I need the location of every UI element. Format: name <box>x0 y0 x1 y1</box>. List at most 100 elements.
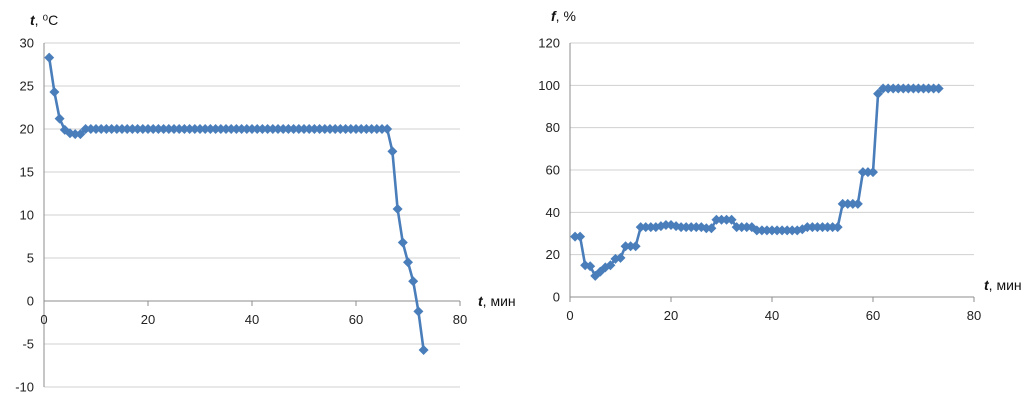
data-point <box>691 222 702 233</box>
chart-1: -10 -5 0 5 10 15 20 25 30 0 20 40 60 80 t, ⁰C t, мин <box>15 12 515 395</box>
data-point <box>832 222 843 233</box>
x-axis-label: t, мин <box>984 277 1022 293</box>
data-point <box>883 83 894 94</box>
data-point <box>716 214 727 225</box>
data-point <box>615 252 626 263</box>
data-point <box>787 225 798 236</box>
data-point <box>345 124 356 134</box>
data-point <box>70 129 81 140</box>
data-point <box>226 124 237 134</box>
data-point <box>158 124 169 134</box>
data-point <box>44 52 55 63</box>
data-point <box>314 124 325 134</box>
data-point <box>221 124 231 134</box>
data-point <box>356 124 367 134</box>
data-point <box>847 198 858 209</box>
data-point <box>873 88 884 99</box>
y-tick-label: 20 <box>546 247 560 262</box>
data-point <box>842 198 853 209</box>
data-point <box>817 222 828 233</box>
data-point <box>625 241 636 252</box>
x-tick-label: 0 <box>40 312 47 327</box>
chart-2: 0 20 40 60 80 100 120 0 20 40 60 80 f, % t, мин <box>538 8 1021 323</box>
data-point <box>585 261 596 272</box>
data-point <box>361 124 372 134</box>
data-point <box>923 83 934 94</box>
data-point <box>117 124 127 134</box>
y-tick-label: 30 <box>20 36 34 51</box>
y-tick-label: 80 <box>546 120 560 135</box>
data-point <box>205 124 216 134</box>
y-tick-label: -5 <box>22 337 34 352</box>
data-point <box>731 222 742 233</box>
data-point <box>299 124 309 134</box>
data-point <box>570 231 581 242</box>
y-tick-label: 0 <box>553 290 560 305</box>
data-point <box>575 231 586 242</box>
data-point <box>257 124 268 134</box>
data-point <box>163 124 174 134</box>
data-point <box>756 225 767 236</box>
data-point <box>802 222 813 233</box>
data-point <box>169 124 179 134</box>
data-point <box>812 222 823 233</box>
data-point <box>247 124 257 134</box>
x-tick-label: 0 <box>566 308 573 323</box>
data-point <box>231 124 242 134</box>
data-point <box>267 124 278 134</box>
data-point <box>660 220 671 231</box>
data-point <box>377 124 387 134</box>
data-point <box>278 124 289 134</box>
data-point <box>741 222 752 233</box>
data-point <box>635 222 646 233</box>
data-point <box>340 124 351 134</box>
data-point <box>189 124 200 134</box>
x-tick-label: 80 <box>967 308 981 323</box>
data-point <box>387 146 398 157</box>
data-point <box>807 222 818 233</box>
x-tick-label: 20 <box>141 312 155 327</box>
data-point <box>630 241 641 252</box>
data-point <box>392 203 403 214</box>
series-line <box>47 57 425 351</box>
y-axis-label: f, % <box>551 8 576 24</box>
data-point <box>351 124 361 134</box>
data-point <box>413 306 424 317</box>
data-point <box>751 225 762 236</box>
data-point <box>371 124 382 134</box>
x-tick-label: 60 <box>866 308 880 323</box>
x-tick-label: 20 <box>664 308 678 323</box>
data-point <box>857 167 868 178</box>
data-point <box>143 124 153 134</box>
data-point <box>767 225 777 236</box>
y-tick-label: 15 <box>20 165 34 180</box>
data-point <box>91 124 101 134</box>
x-axis-label: t, мин <box>478 293 516 309</box>
data-point <box>721 214 732 225</box>
data-point <box>822 222 833 233</box>
y-tick-label: 25 <box>20 79 34 94</box>
data-point <box>893 83 904 94</box>
data-point <box>101 124 112 134</box>
data-point <box>319 124 330 134</box>
data-point <box>903 83 914 94</box>
y-axis-label: t, ⁰C <box>30 12 58 28</box>
data-point <box>681 222 692 233</box>
data-point <box>96 124 107 134</box>
x-tick-label: 40 <box>245 312 259 327</box>
data-point <box>106 124 117 134</box>
data-point <box>236 124 247 134</box>
data-point <box>122 124 133 134</box>
data-point <box>918 83 929 94</box>
data-point <box>366 124 377 134</box>
data-point <box>888 83 899 94</box>
data-point <box>408 276 419 287</box>
data-point <box>325 124 335 134</box>
data-point <box>137 124 148 134</box>
y-tick-label: 120 <box>538 36 560 51</box>
data-point <box>127 124 138 134</box>
data-point <box>772 225 783 236</box>
data-point <box>706 223 717 234</box>
data-point <box>309 124 320 134</box>
